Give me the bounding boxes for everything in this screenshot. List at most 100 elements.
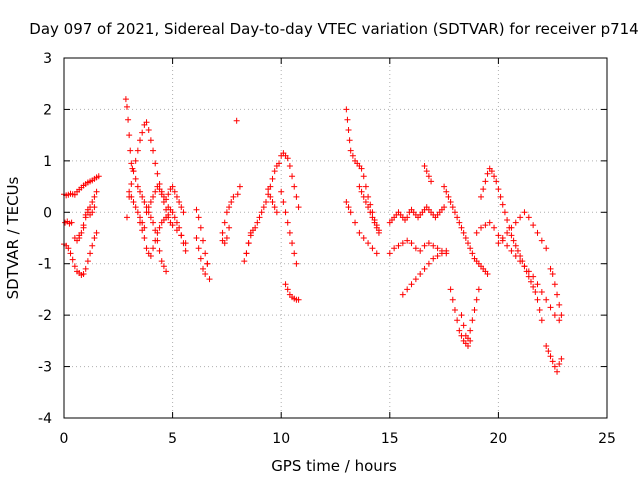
data-point bbox=[197, 224, 204, 231]
data-point bbox=[267, 193, 274, 200]
data-point bbox=[223, 235, 230, 241]
data-point bbox=[180, 209, 187, 216]
data-point bbox=[554, 291, 561, 298]
data-point bbox=[200, 265, 207, 272]
data-point bbox=[430, 255, 437, 262]
data-point bbox=[262, 199, 269, 205]
data-point bbox=[206, 276, 213, 283]
data-point bbox=[464, 240, 471, 247]
data-point bbox=[195, 214, 202, 221]
data-point bbox=[421, 163, 428, 169]
y-tick-label: -1 bbox=[38, 257, 52, 273]
data-point bbox=[284, 219, 291, 226]
data-point bbox=[276, 160, 283, 167]
data-point bbox=[221, 240, 228, 247]
data-point bbox=[358, 188, 365, 195]
data-point bbox=[89, 209, 96, 216]
data-point bbox=[538, 237, 545, 244]
data-point bbox=[527, 278, 534, 285]
data-point bbox=[549, 271, 556, 277]
data-point bbox=[347, 209, 354, 216]
data-point bbox=[449, 296, 456, 303]
data-point bbox=[373, 250, 380, 257]
data-point bbox=[150, 245, 157, 252]
data-point bbox=[141, 235, 148, 241]
data-point bbox=[278, 188, 285, 195]
data-point bbox=[454, 214, 461, 221]
data-point bbox=[386, 250, 393, 257]
data-point bbox=[456, 327, 463, 334]
data-point bbox=[234, 191, 241, 198]
data-point bbox=[202, 250, 209, 257]
data-point bbox=[534, 296, 541, 303]
data-point bbox=[547, 304, 554, 311]
data-point bbox=[156, 186, 163, 193]
data-point bbox=[280, 199, 287, 205]
data-point bbox=[84, 258, 91, 265]
data-point bbox=[182, 247, 189, 254]
data-point bbox=[512, 253, 519, 259]
data-point bbox=[469, 317, 476, 324]
data-point bbox=[508, 232, 515, 239]
data-point bbox=[549, 358, 556, 365]
data-point bbox=[137, 188, 144, 195]
data-point bbox=[143, 245, 150, 252]
data-point bbox=[134, 147, 141, 154]
data-point bbox=[467, 327, 474, 334]
data-point bbox=[193, 235, 200, 241]
data-point bbox=[127, 147, 134, 154]
data-point bbox=[556, 301, 563, 308]
data-point bbox=[538, 289, 545, 295]
data-point bbox=[447, 286, 454, 293]
data-point bbox=[223, 209, 230, 216]
data-point bbox=[141, 199, 148, 205]
data-point bbox=[491, 224, 498, 231]
data-point bbox=[399, 240, 406, 247]
data-point bbox=[495, 240, 502, 247]
data-point bbox=[241, 258, 248, 265]
data-point bbox=[445, 193, 452, 200]
data-point bbox=[221, 219, 228, 226]
data-point bbox=[176, 199, 183, 205]
y-tick-label: 0 bbox=[43, 205, 52, 221]
data-point bbox=[139, 227, 146, 234]
data-point bbox=[126, 188, 133, 195]
data-point bbox=[245, 240, 252, 247]
data-point bbox=[499, 235, 506, 241]
data-point bbox=[137, 137, 144, 144]
data-point bbox=[430, 242, 437, 249]
data-point bbox=[517, 258, 524, 265]
data-point bbox=[417, 271, 424, 277]
data-point bbox=[545, 348, 552, 355]
data-point bbox=[163, 268, 170, 275]
data-point bbox=[532, 289, 539, 295]
data-point bbox=[233, 117, 240, 124]
data-point bbox=[68, 219, 75, 226]
data-point bbox=[491, 173, 498, 180]
data-point bbox=[443, 247, 450, 254]
data-points bbox=[61, 96, 565, 375]
data-point bbox=[504, 217, 511, 223]
data-point bbox=[93, 188, 100, 195]
data-point bbox=[534, 281, 541, 288]
data-point bbox=[171, 214, 178, 221]
x-tick-labels: 0 5 10 15 20 25 bbox=[60, 431, 616, 447]
data-point bbox=[204, 260, 211, 267]
data-point bbox=[458, 224, 465, 231]
data-point bbox=[269, 175, 276, 182]
data-point bbox=[178, 232, 185, 239]
data-point bbox=[538, 317, 545, 324]
data-point bbox=[369, 214, 376, 221]
data-point bbox=[356, 183, 363, 190]
data-point bbox=[147, 137, 154, 144]
data-point bbox=[482, 222, 489, 229]
data-point bbox=[169, 222, 176, 229]
data-point bbox=[123, 214, 130, 221]
data-point bbox=[495, 186, 502, 193]
data-point bbox=[230, 193, 237, 200]
data-point bbox=[499, 201, 506, 208]
data-point bbox=[91, 204, 98, 211]
data-point bbox=[554, 368, 561, 375]
data-point bbox=[195, 245, 202, 252]
data-point bbox=[145, 127, 152, 133]
